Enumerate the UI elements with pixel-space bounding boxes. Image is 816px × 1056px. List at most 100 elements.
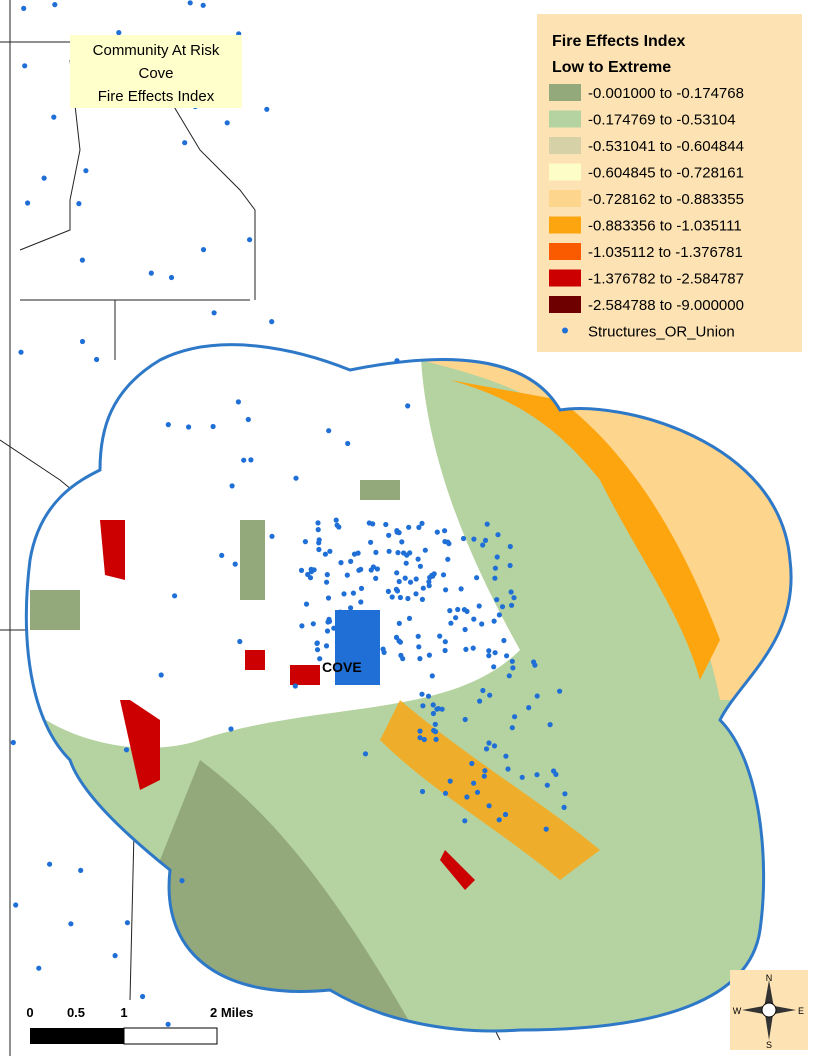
structure-point bbox=[495, 532, 501, 538]
structure-point bbox=[434, 706, 440, 712]
legend-swatch bbox=[549, 216, 581, 234]
structure-point bbox=[462, 818, 468, 824]
legend-title: Fire Effects Index bbox=[552, 33, 685, 50]
structure-point bbox=[463, 646, 469, 653]
structure-point bbox=[394, 529, 400, 535]
structure-point bbox=[504, 653, 510, 659]
structure-point bbox=[442, 647, 448, 654]
structure-point bbox=[348, 621, 354, 627]
legend-label: -0.604845 to -0.728161 bbox=[588, 165, 744, 182]
structure-point bbox=[358, 585, 365, 592]
structure-point bbox=[511, 714, 518, 720]
structure-point bbox=[338, 560, 344, 566]
structure-point bbox=[526, 705, 532, 711]
structure-point bbox=[407, 579, 414, 585]
structure-point bbox=[471, 616, 477, 622]
structure-point bbox=[344, 572, 350, 578]
structure-point bbox=[10, 739, 16, 746]
legend-swatch bbox=[549, 163, 581, 181]
structure-point bbox=[421, 736, 427, 743]
structure-point bbox=[502, 811, 509, 818]
structure-point bbox=[420, 585, 426, 591]
structure-point bbox=[443, 587, 449, 593]
structure-point bbox=[474, 575, 480, 581]
structure-point bbox=[302, 539, 308, 545]
scale-label: 0 bbox=[26, 1005, 33, 1020]
structure-point bbox=[557, 688, 563, 694]
structure-point bbox=[374, 566, 380, 572]
structure-point bbox=[420, 703, 426, 709]
structure-point bbox=[481, 773, 487, 779]
structure-point bbox=[187, 0, 193, 6]
structure-point bbox=[331, 625, 337, 631]
structure-point bbox=[269, 319, 275, 325]
structure-point bbox=[334, 655, 341, 661]
structure-point bbox=[482, 768, 488, 774]
legend-label: -0.001000 to -0.174768 bbox=[588, 85, 744, 102]
structure-point bbox=[491, 664, 497, 670]
structure-point bbox=[447, 608, 453, 614]
structure-point bbox=[370, 521, 376, 527]
legend-swatch bbox=[549, 110, 581, 128]
structure-point bbox=[373, 654, 379, 660]
structure-point bbox=[419, 520, 425, 527]
structure-point bbox=[94, 356, 100, 363]
legend-swatch bbox=[549, 137, 581, 154]
structure-point bbox=[324, 572, 330, 578]
structure-point bbox=[140, 993, 146, 1000]
structure-point bbox=[534, 693, 540, 699]
structure-point bbox=[415, 556, 421, 562]
place-label: COVE bbox=[322, 659, 362, 675]
structure-point bbox=[486, 648, 492, 654]
structure-point bbox=[316, 537, 322, 543]
structure-point bbox=[22, 63, 28, 69]
legend-label: -2.584788 to -9.000000 bbox=[588, 297, 744, 314]
structure-point bbox=[474, 789, 481, 795]
structure-point bbox=[51, 114, 57, 120]
structure-point bbox=[380, 646, 386, 652]
structure-point bbox=[480, 542, 486, 548]
structure-point bbox=[402, 575, 408, 581]
structure-point bbox=[323, 643, 330, 649]
structure-point bbox=[348, 633, 354, 639]
structure-point bbox=[425, 693, 432, 699]
legend-label: -0.174769 to -0.53104 bbox=[588, 112, 736, 129]
structure-point bbox=[356, 651, 362, 657]
structure-point bbox=[383, 521, 389, 528]
legend-label: -0.883356 to -1.035111 bbox=[588, 218, 742, 235]
structure-point bbox=[419, 788, 426, 795]
legend-subtitle: Low to Extreme bbox=[552, 59, 671, 76]
structure-point bbox=[219, 552, 225, 559]
structure-point bbox=[358, 657, 364, 663]
structure-point bbox=[446, 541, 452, 547]
structure-point bbox=[491, 743, 498, 749]
structure-point bbox=[303, 601, 310, 607]
structure-point bbox=[432, 721, 438, 727]
title-box bbox=[70, 35, 242, 108]
structure-point bbox=[247, 237, 253, 243]
structure-point bbox=[492, 565, 498, 571]
structure-point bbox=[448, 620, 454, 626]
structure-point bbox=[415, 633, 421, 639]
structure-point bbox=[426, 579, 432, 585]
structure-point bbox=[400, 656, 406, 662]
structure-point bbox=[509, 658, 515, 664]
structure-point bbox=[419, 596, 425, 603]
structure-point bbox=[264, 106, 270, 112]
structure-point bbox=[333, 517, 339, 523]
structure-point bbox=[492, 650, 498, 656]
structure-point bbox=[224, 120, 230, 126]
structure-point bbox=[315, 527, 321, 533]
structure-point bbox=[235, 399, 241, 405]
legend-swatch bbox=[549, 190, 581, 207]
structure-point bbox=[510, 665, 516, 671]
structure-point bbox=[496, 817, 502, 823]
structure-point bbox=[327, 548, 333, 554]
structure-point bbox=[508, 589, 514, 595]
structure-point bbox=[397, 594, 403, 601]
structure-point bbox=[36, 965, 42, 971]
structure-point bbox=[486, 740, 492, 746]
structure-point bbox=[148, 270, 154, 276]
structure-point bbox=[269, 533, 275, 539]
structure-point bbox=[430, 710, 436, 717]
